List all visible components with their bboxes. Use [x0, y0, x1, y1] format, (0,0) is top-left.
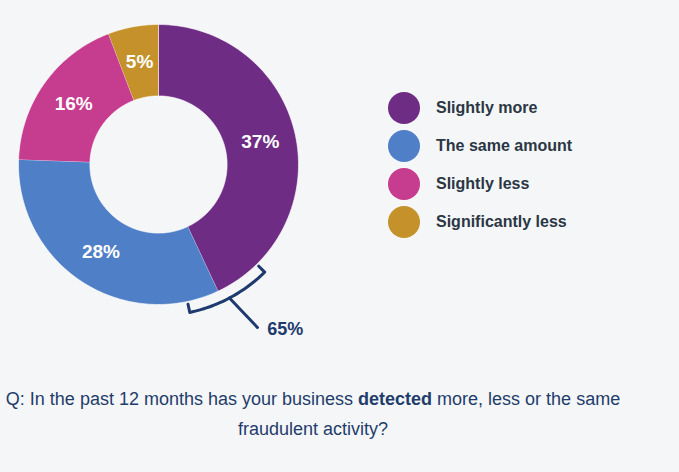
- svg-text:37%: 37%: [241, 131, 279, 152]
- svg-text:5%: 5%: [126, 51, 154, 72]
- html-text:Slightly less: Slightly less: [436, 175, 530, 192]
- html-text:The same amount: The same amount: [436, 137, 572, 154]
- html-text:Slightly more: Slightly more: [436, 99, 538, 116]
- html-text:Significantly less: Significantly less: [436, 213, 567, 230]
- svg-text:28%: 28%: [82, 241, 120, 262]
- svg-text:65%: 65%: [267, 319, 303, 339]
- html-text:Q: In the past 12 months has y: Q: In the past 12 months has your busine…: [5, 389, 621, 439]
- svg-text:16%: 16%: [55, 93, 93, 114]
